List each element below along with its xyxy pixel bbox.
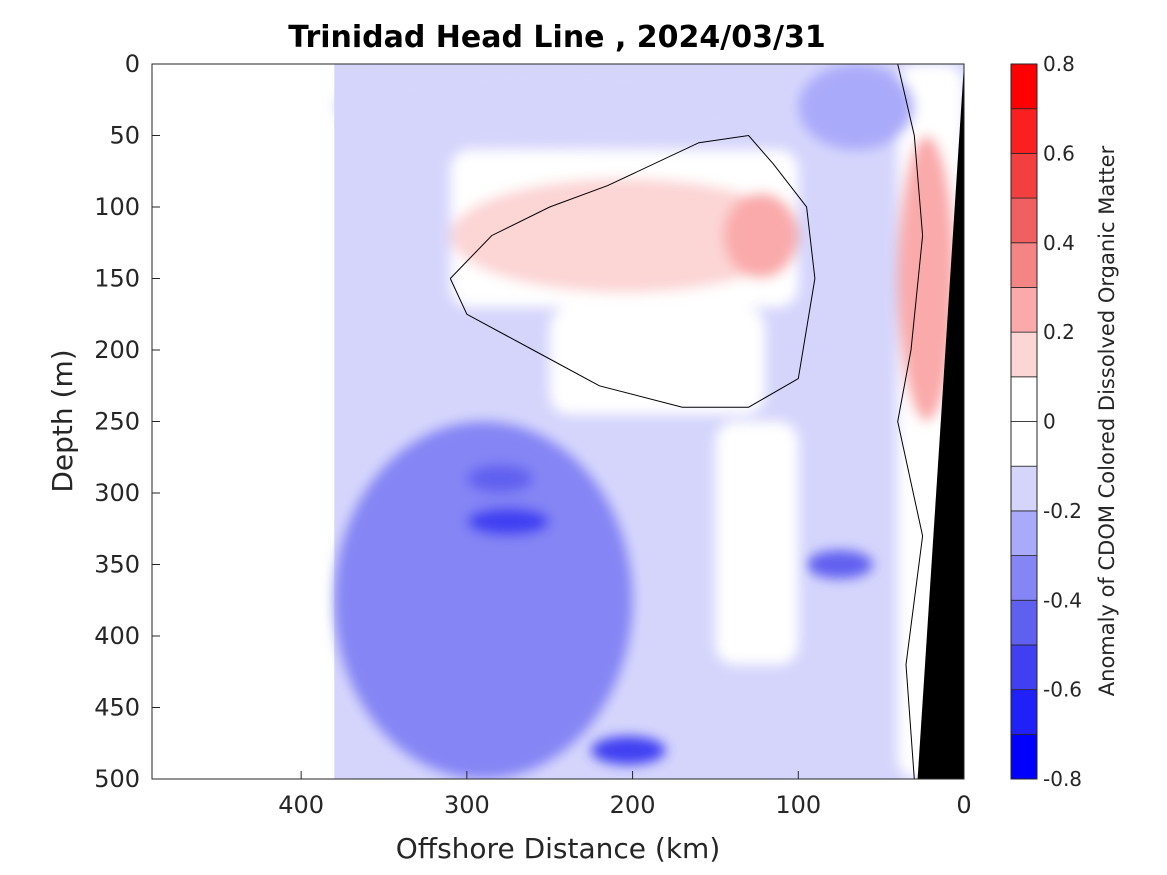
x-tick-label: 0 — [956, 791, 971, 819]
anomaly-field — [334, 64, 964, 779]
anomaly-feature — [723, 192, 799, 279]
colorbar-frame — [1010, 63, 1038, 780]
near-zero-region — [549, 307, 766, 415]
y-tick-label: 50 — [109, 122, 140, 150]
y-tick-label: 250 — [94, 408, 140, 436]
anomaly-feature — [466, 464, 534, 494]
colorbar-segment — [1010, 644, 1038, 691]
x-tick-label: 200 — [610, 791, 656, 819]
colorbar-segment — [1010, 287, 1038, 333]
colorbar-segment — [1010, 733, 1038, 780]
y-axis-label: Depth (m) — [46, 349, 79, 492]
x-axis-label: Offshore Distance (km) — [396, 832, 721, 865]
colorbar-label: Anomaly of CDOM Colored Dissolved Organi… — [1095, 145, 1119, 696]
y-tick-label: 0 — [125, 50, 140, 78]
y-tick-label: 200 — [94, 336, 140, 364]
chart-title: Trinidad Head Line , 2024/03/31 — [288, 20, 825, 55]
colorbar-tick-label: -0.8 — [1043, 767, 1082, 791]
x-tick-label: 100 — [775, 791, 821, 819]
colorbar-tick-label: 0.4 — [1043, 231, 1075, 255]
anomaly-feature — [591, 736, 666, 765]
colorbar-tick-label: -0.6 — [1043, 678, 1082, 702]
colorbar-segment — [1010, 152, 1038, 199]
y-tick-label: 100 — [94, 193, 140, 221]
near-zero-region — [715, 421, 799, 665]
anomaly-feature — [897, 135, 956, 422]
anomaly-feature — [798, 64, 915, 150]
contour-line — [897, 64, 924, 779]
y-tick-label: 400 — [94, 622, 140, 650]
colorbar — [1010, 63, 1038, 780]
colorbar-tick-label: 0.6 — [1043, 141, 1075, 165]
colorbar-tick-label: 0.2 — [1043, 320, 1075, 344]
colorbar-segment — [1010, 510, 1038, 556]
colorbar-segment — [1010, 331, 1038, 378]
colorbar-segment — [1010, 108, 1038, 154]
anomaly-feature — [334, 421, 633, 779]
y-tick-label: 350 — [94, 551, 140, 579]
colorbar-tick-label: -0.4 — [1043, 588, 1082, 612]
colorbar-tick-label: -0.2 — [1043, 499, 1082, 523]
colorbar-segment — [1010, 242, 1038, 288]
colorbar-segment — [1010, 465, 1038, 512]
colorbar-tick-label: 0 — [1043, 410, 1056, 434]
y-axis: 0 50 100 150 200 250 300 350 400 450 500 — [94, 50, 160, 793]
contour-line — [449, 134, 816, 408]
y-tick-label: 300 — [94, 479, 140, 507]
x-axis: 400 300 200 100 0 — [278, 771, 972, 819]
anomaly-feature — [466, 507, 550, 536]
anomaly-feature — [334, 64, 766, 150]
x-tick-label: 300 — [444, 791, 490, 819]
colorbar-ticks: 0.8 0.6 0.4 0.2 0 -0.2 -0.4 -0.6 -0.8 — [1043, 52, 1082, 791]
colorbar-segment — [1010, 555, 1038, 601]
x-tick-label: 400 — [278, 791, 324, 819]
colorbar-segment — [1010, 197, 1038, 244]
colorbar-segment — [1010, 421, 1038, 467]
colorbar-tick-label: 0.8 — [1043, 52, 1075, 76]
y-tick-label: 500 — [94, 765, 140, 793]
anomaly-feature — [806, 550, 873, 579]
y-tick-label: 150 — [94, 265, 140, 293]
bathymetry — [917, 64, 964, 779]
colorbar-segment — [1010, 376, 1038, 422]
y-tick-label: 450 — [94, 694, 140, 722]
colorbar-segment — [1010, 689, 1038, 735]
colorbar-segment — [1010, 63, 1038, 110]
anomaly-feature — [450, 178, 799, 293]
zero-contours — [449, 64, 924, 779]
colorbar-segment — [1010, 599, 1038, 646]
